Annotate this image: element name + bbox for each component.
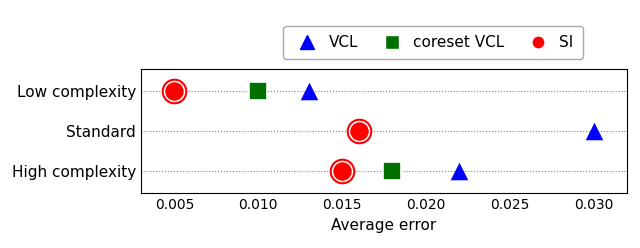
Point: [337, 169, 347, 173]
Point: [454, 169, 465, 173]
Point: [354, 129, 364, 133]
Point: [169, 90, 179, 93]
Point: [169, 90, 179, 93]
Point: [303, 90, 314, 93]
Point: [354, 129, 364, 133]
Point: [253, 90, 263, 93]
Point: [337, 169, 347, 173]
Legend: VCL, coreset VCL, SI: VCL, coreset VCL, SI: [283, 26, 582, 59]
Point: [387, 169, 397, 173]
Point: [354, 129, 364, 133]
Point: [589, 129, 599, 133]
X-axis label: Average error: Average error: [332, 218, 436, 233]
